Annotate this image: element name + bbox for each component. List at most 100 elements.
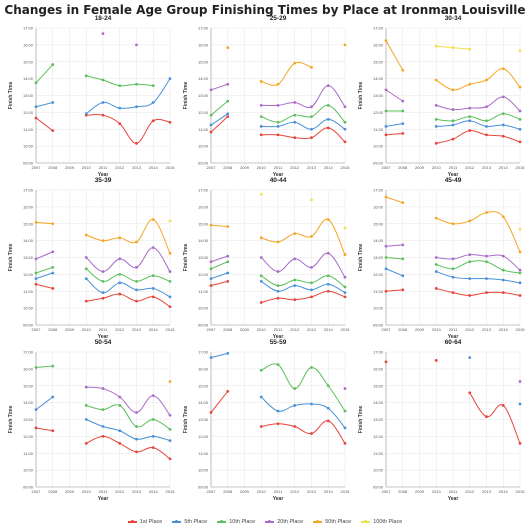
y-tick-label: 16:00 bbox=[373, 366, 384, 371]
data-point bbox=[326, 218, 330, 221]
x-axis-label: Year bbox=[448, 172, 459, 178]
data-point bbox=[343, 105, 347, 109]
data-point bbox=[343, 409, 347, 413]
x-tick-label: 2012 bbox=[290, 489, 300, 494]
data-point bbox=[384, 109, 388, 113]
legend-swatch bbox=[361, 520, 371, 523]
data-point bbox=[293, 61, 297, 65]
data-point bbox=[259, 256, 263, 259]
data-point bbox=[401, 201, 405, 205]
data-point bbox=[118, 429, 122, 433]
x-tick-label: 2007 bbox=[207, 489, 217, 494]
series-line bbox=[86, 386, 171, 416]
x-tick-label: 2008 bbox=[223, 165, 233, 170]
y-tick-label: 13:00 bbox=[198, 417, 209, 422]
data-point bbox=[468, 294, 472, 297]
data-point bbox=[343, 226, 347, 230]
data-point bbox=[401, 68, 405, 72]
data-point bbox=[485, 415, 488, 419]
x-tick-label: 2015 bbox=[166, 165, 176, 170]
x-tick-label: 2007 bbox=[382, 165, 392, 170]
data-point bbox=[151, 218, 155, 221]
data-point bbox=[451, 257, 455, 261]
data-point bbox=[135, 437, 138, 441]
legend-swatch bbox=[127, 520, 137, 523]
data-point bbox=[135, 425, 138, 428]
series-line bbox=[35, 427, 53, 432]
data-point bbox=[434, 125, 438, 128]
data-point bbox=[401, 288, 405, 292]
y-tick-label: 17:00 bbox=[198, 188, 209, 193]
facet-40-44: 40-44 09:00 10:00 11:00 12:00 13:00 14:00 15:00… bbox=[183, 177, 350, 340]
data-point bbox=[226, 82, 230, 86]
x-tick-label: 2013 bbox=[482, 489, 492, 494]
data-point bbox=[310, 402, 313, 406]
data-point bbox=[434, 141, 438, 145]
data-point bbox=[118, 292, 122, 296]
data-point bbox=[51, 63, 55, 66]
data-point bbox=[259, 301, 263, 304]
x-tick-label: 2013 bbox=[307, 327, 317, 332]
data-point bbox=[118, 106, 122, 110]
facet-55-59: 55-59 09:00 10:00 11:00 12:00 13:00 14:00 15:00… bbox=[183, 339, 350, 502]
data-point bbox=[51, 271, 55, 275]
data-point bbox=[135, 43, 138, 47]
data-point bbox=[84, 442, 88, 445]
series-line bbox=[210, 352, 228, 359]
data-point bbox=[485, 119, 488, 123]
x-tick-label: 2014 bbox=[149, 489, 159, 494]
y-tick-label: 17:00 bbox=[23, 188, 34, 193]
y-tick-label: 10:00 bbox=[23, 468, 34, 473]
data-point bbox=[118, 84, 122, 88]
series-line bbox=[261, 61, 312, 86]
data-point bbox=[468, 106, 472, 110]
y-tick-label: 14:00 bbox=[198, 76, 209, 81]
data-point bbox=[168, 280, 172, 283]
x-tick-label: 2011 bbox=[99, 489, 108, 494]
data-point bbox=[485, 78, 488, 82]
series-line bbox=[210, 224, 228, 228]
y-tick-label: 10:00 bbox=[23, 144, 34, 149]
legend-label: 20th Place bbox=[277, 519, 304, 525]
y-tick-label: 10:00 bbox=[373, 468, 384, 473]
facet-45-49: 45-49 09:00 10:00 11:00 12:00 13:00 14:00 15:00… bbox=[358, 177, 525, 340]
data-point bbox=[518, 281, 522, 285]
data-point bbox=[259, 125, 263, 128]
data-point bbox=[343, 442, 347, 445]
data-point bbox=[226, 225, 230, 228]
data-point bbox=[34, 271, 38, 275]
y-tick-label: 09:00 bbox=[198, 323, 209, 328]
data-point bbox=[135, 265, 138, 269]
data-point bbox=[151, 84, 155, 88]
data-point bbox=[518, 140, 522, 144]
legend-label: 10th Place bbox=[229, 519, 256, 525]
data-point bbox=[101, 270, 105, 273]
x-tick-label: 2013 bbox=[482, 165, 492, 170]
y-tick-label: 12:00 bbox=[198, 434, 209, 439]
y-tick-label: 15:00 bbox=[23, 221, 34, 226]
y-axis-label: Finish Time bbox=[183, 405, 189, 433]
series-line bbox=[35, 283, 53, 289]
facet-title: 40-44 bbox=[270, 177, 287, 184]
data-point bbox=[101, 296, 105, 300]
data-point bbox=[326, 126, 330, 130]
y-tick-label: 13:00 bbox=[23, 93, 34, 98]
series-line bbox=[210, 261, 228, 270]
data-point bbox=[168, 457, 172, 461]
data-point bbox=[326, 406, 330, 410]
y-tick-label: 12:00 bbox=[23, 272, 34, 277]
data-point bbox=[343, 426, 347, 430]
x-tick-label: 2014 bbox=[499, 327, 509, 332]
facet-35-39: 35-39 09:00 10:00 11:00 12:00 13:00 14:00 15:00… bbox=[8, 177, 175, 340]
data-point bbox=[84, 267, 88, 271]
x-tick-label: 2007 bbox=[382, 489, 392, 494]
data-point bbox=[276, 270, 280, 273]
data-point bbox=[451, 123, 455, 127]
data-point bbox=[293, 278, 297, 282]
data-point bbox=[259, 103, 263, 107]
data-point bbox=[310, 136, 313, 140]
data-point bbox=[343, 120, 347, 124]
data-point bbox=[310, 295, 313, 299]
y-tick-label: 12:00 bbox=[198, 110, 209, 115]
data-point bbox=[434, 256, 438, 259]
